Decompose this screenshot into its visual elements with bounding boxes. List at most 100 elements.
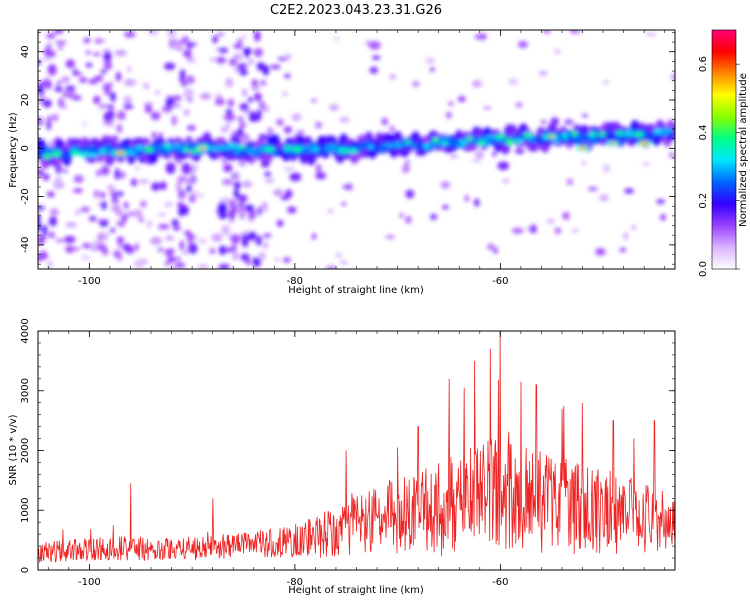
spectrogram-y-tick-label: 40 bbox=[20, 45, 31, 58]
heatmap-cell bbox=[653, 128, 662, 135]
heatmap-cell bbox=[150, 111, 161, 121]
heatmap-cell bbox=[478, 33, 487, 41]
heatmap-cell bbox=[218, 245, 227, 255]
heatmap-cell bbox=[405, 189, 415, 199]
heatmap-cell bbox=[110, 91, 116, 102]
heatmap-cell bbox=[127, 66, 132, 73]
heatmap-cell bbox=[85, 50, 92, 55]
spectrogram-x-label: Height of straight line (km) bbox=[288, 285, 424, 296]
heatmap-cell bbox=[179, 240, 185, 251]
heatmap-cell bbox=[251, 79, 259, 86]
heatmap-cell bbox=[217, 202, 228, 215]
heatmap-cell bbox=[183, 109, 190, 117]
heatmap-cell bbox=[236, 63, 246, 70]
heatmap-cell bbox=[477, 139, 487, 146]
heatmap-cell bbox=[164, 261, 170, 266]
heatmap-cell bbox=[329, 103, 339, 111]
heatmap-cell bbox=[122, 243, 131, 252]
heatmap-cell bbox=[284, 145, 292, 152]
heatmap-cell bbox=[233, 188, 240, 199]
heatmap-cell bbox=[239, 122, 246, 129]
snr-y-tick-label: 2000 bbox=[20, 438, 31, 463]
heatmap-cell bbox=[101, 48, 113, 53]
heatmap-cell bbox=[100, 69, 107, 75]
heatmap-cell bbox=[221, 224, 231, 236]
heatmap-cell bbox=[412, 81, 420, 87]
heatmap-cell bbox=[244, 148, 257, 154]
heatmap-cell bbox=[200, 147, 205, 150]
spectrogram-x-tick-label: -80 bbox=[287, 276, 303, 287]
heatmap-cell bbox=[369, 66, 378, 74]
heatmap-cell bbox=[315, 121, 323, 129]
colorbar: 0.0 0.2 0.4 0.6 Normalized spectral amplitu… bbox=[698, 29, 749, 277]
heatmap-cell bbox=[183, 250, 190, 255]
heatmap-cell bbox=[291, 113, 302, 122]
heatmap-cell bbox=[231, 203, 237, 215]
heatmap-cell bbox=[171, 115, 178, 126]
heatmap-cell bbox=[121, 214, 128, 222]
heatmap-cell bbox=[78, 151, 90, 158]
heatmap-cell bbox=[225, 77, 234, 88]
heatmap-cell bbox=[269, 64, 281, 70]
heatmap-cell bbox=[450, 154, 458, 159]
heatmap-cell bbox=[54, 86, 63, 92]
heatmap-cell bbox=[561, 132, 569, 139]
heatmap-cell bbox=[179, 69, 186, 81]
heatmap-cell bbox=[114, 50, 127, 57]
heatmap-cell bbox=[157, 212, 166, 217]
heatmap-cell bbox=[239, 69, 248, 76]
heatmap-cell bbox=[110, 227, 116, 234]
heatmap-cell bbox=[47, 231, 56, 239]
heatmap-cell bbox=[422, 143, 430, 149]
heatmap-cell bbox=[283, 126, 292, 134]
heatmap-cell bbox=[566, 122, 576, 127]
heatmap-cell bbox=[104, 88, 112, 96]
heatmap-cell bbox=[265, 178, 274, 184]
heatmap-cell bbox=[45, 33, 56, 39]
heatmap-cell bbox=[139, 200, 147, 208]
heatmap-cell bbox=[475, 151, 484, 159]
heatmap-cell bbox=[670, 74, 675, 81]
heatmap-cell bbox=[112, 191, 118, 203]
heatmap-cell bbox=[244, 204, 255, 212]
heatmap-cell bbox=[399, 213, 404, 218]
heatmap-cell bbox=[645, 32, 657, 37]
heatmap-cell bbox=[405, 215, 412, 224]
colorbar-gradient bbox=[712, 30, 736, 269]
heatmap-cell bbox=[325, 265, 337, 269]
heatmap-cell bbox=[247, 231, 257, 241]
heatmap-cell bbox=[241, 234, 248, 240]
heatmap-cell bbox=[227, 98, 235, 108]
heatmap-cell bbox=[73, 174, 84, 184]
heatmap-cell bbox=[146, 219, 153, 229]
heatmap-cell bbox=[218, 212, 228, 220]
heatmap-cell bbox=[402, 164, 410, 174]
heatmap-cell bbox=[262, 233, 272, 238]
heatmap-cell bbox=[342, 185, 352, 189]
heatmap-cell bbox=[587, 186, 598, 192]
heatmap-cell bbox=[580, 147, 585, 150]
heatmap-cell bbox=[143, 83, 150, 89]
heatmap-cell bbox=[65, 222, 78, 228]
heatmap-cell bbox=[505, 138, 514, 146]
heatmap-cell bbox=[220, 197, 231, 203]
heatmap-cell bbox=[394, 141, 403, 148]
heatmap-cell bbox=[289, 172, 302, 182]
heatmap-cell bbox=[107, 109, 115, 121]
heatmap-cell bbox=[176, 159, 183, 164]
heatmap-cell bbox=[144, 105, 153, 113]
heatmap-cell bbox=[55, 40, 67, 45]
heatmap-cell bbox=[114, 168, 120, 181]
heatmap-cell bbox=[335, 253, 342, 257]
heatmap-cell bbox=[134, 242, 139, 252]
heatmap-cell bbox=[85, 62, 93, 68]
heatmap-cell bbox=[186, 124, 196, 131]
heatmap-cell bbox=[93, 189, 100, 199]
heatmap-cell bbox=[552, 137, 560, 144]
heatmap-cell bbox=[404, 140, 412, 145]
heatmap-cell bbox=[540, 120, 547, 125]
heatmap-cell bbox=[486, 134, 496, 140]
heatmap-cell bbox=[57, 45, 64, 50]
heatmap-cell bbox=[495, 134, 506, 140]
heatmap-cell bbox=[368, 40, 381, 50]
